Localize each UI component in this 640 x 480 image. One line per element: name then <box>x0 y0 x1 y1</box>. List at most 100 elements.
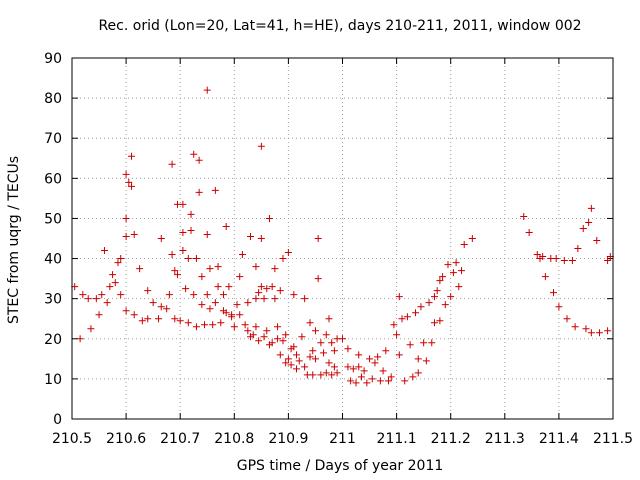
data-point <box>533 251 541 259</box>
data-point <box>252 263 260 271</box>
data-point <box>182 285 190 293</box>
data-point <box>571 323 579 331</box>
data-point <box>171 315 179 323</box>
data-point <box>384 377 392 385</box>
x-tick-label: 211.3 <box>485 431 525 447</box>
data-point <box>412 309 420 317</box>
data-point <box>92 295 100 303</box>
data-point <box>117 255 125 263</box>
data-point <box>568 257 576 265</box>
data-point <box>173 271 181 279</box>
data-point <box>301 363 309 371</box>
data-point <box>317 339 325 347</box>
data-point <box>244 327 252 335</box>
data-point <box>271 265 279 273</box>
data-point <box>257 283 265 291</box>
grid <box>72 58 613 419</box>
data-point <box>230 323 238 331</box>
data-point <box>401 377 409 385</box>
data-point <box>344 345 352 353</box>
data-point <box>79 291 87 299</box>
data-point <box>309 347 317 355</box>
data-point <box>260 295 268 303</box>
data-point <box>238 251 246 259</box>
data-point <box>395 351 403 359</box>
data-point <box>439 273 447 281</box>
data-point <box>217 319 225 327</box>
data-point <box>287 361 295 369</box>
data-point <box>593 237 601 245</box>
data-point <box>190 150 198 158</box>
data-point <box>236 273 244 281</box>
chart-title: Rec. orid (Lon=20, Lat=41, h=HE), days 2… <box>98 18 581 34</box>
x-tick-label: 210.8 <box>214 431 254 447</box>
data-point <box>222 222 230 230</box>
data-point <box>360 367 368 375</box>
data-point <box>395 293 403 301</box>
y-tick-label: 30 <box>44 292 62 308</box>
data-point <box>171 267 179 275</box>
data-point <box>328 371 336 379</box>
data-point <box>387 373 395 381</box>
data-point <box>268 283 276 291</box>
data-point <box>406 341 414 349</box>
x-tick-label: 210.5 <box>52 431 92 447</box>
data-point <box>252 295 260 303</box>
data-point <box>274 323 282 331</box>
data-point <box>257 235 265 242</box>
data-point <box>155 315 163 323</box>
data-point <box>330 363 338 371</box>
data-point <box>403 313 411 321</box>
data-point <box>179 200 187 208</box>
data-point <box>368 375 376 383</box>
data-point <box>128 182 136 190</box>
data-point <box>539 253 547 261</box>
x-axis-label: GPS time / Days of year 2011 <box>237 458 444 474</box>
data-point <box>317 371 325 379</box>
data-point <box>282 331 290 339</box>
data-point <box>357 373 365 381</box>
data-point <box>371 359 379 367</box>
data-point <box>366 355 374 363</box>
data-point <box>168 251 176 259</box>
data-point <box>604 327 612 335</box>
data-point <box>293 365 301 373</box>
x-tick-label: 211.5 <box>593 431 633 447</box>
data-point <box>122 214 130 222</box>
data-point <box>552 255 560 263</box>
data-point <box>374 353 382 361</box>
data-point <box>109 271 117 279</box>
data-point <box>206 265 214 273</box>
data-point <box>228 311 236 319</box>
data-point <box>436 317 444 325</box>
y-tick-label: 0 <box>53 412 62 428</box>
data-point <box>157 303 165 311</box>
data-point <box>452 259 460 267</box>
data-point <box>347 377 355 385</box>
data-point <box>379 367 387 375</box>
data-point <box>314 275 322 283</box>
x-tick-label: 210.6 <box>106 431 146 447</box>
y-tick-label: 80 <box>44 91 62 107</box>
data-point <box>211 299 219 307</box>
x-tick-label: 211.4 <box>539 431 579 447</box>
data-point <box>468 235 476 242</box>
data-point <box>322 369 330 377</box>
data-point <box>582 325 590 333</box>
data-point <box>309 371 317 379</box>
data-point <box>95 311 103 319</box>
data-point <box>349 365 357 373</box>
y-tick-label: 90 <box>44 51 62 67</box>
data-point <box>130 230 138 238</box>
data-point <box>98 291 106 299</box>
data-point <box>417 303 425 311</box>
data-point <box>585 218 593 226</box>
data-point <box>84 295 92 303</box>
data-point <box>106 283 114 291</box>
y-tick-label: 10 <box>44 372 62 388</box>
data-point <box>263 327 271 335</box>
y-tick-label: 20 <box>44 332 62 348</box>
data-point <box>233 301 241 309</box>
data-point <box>125 178 133 186</box>
